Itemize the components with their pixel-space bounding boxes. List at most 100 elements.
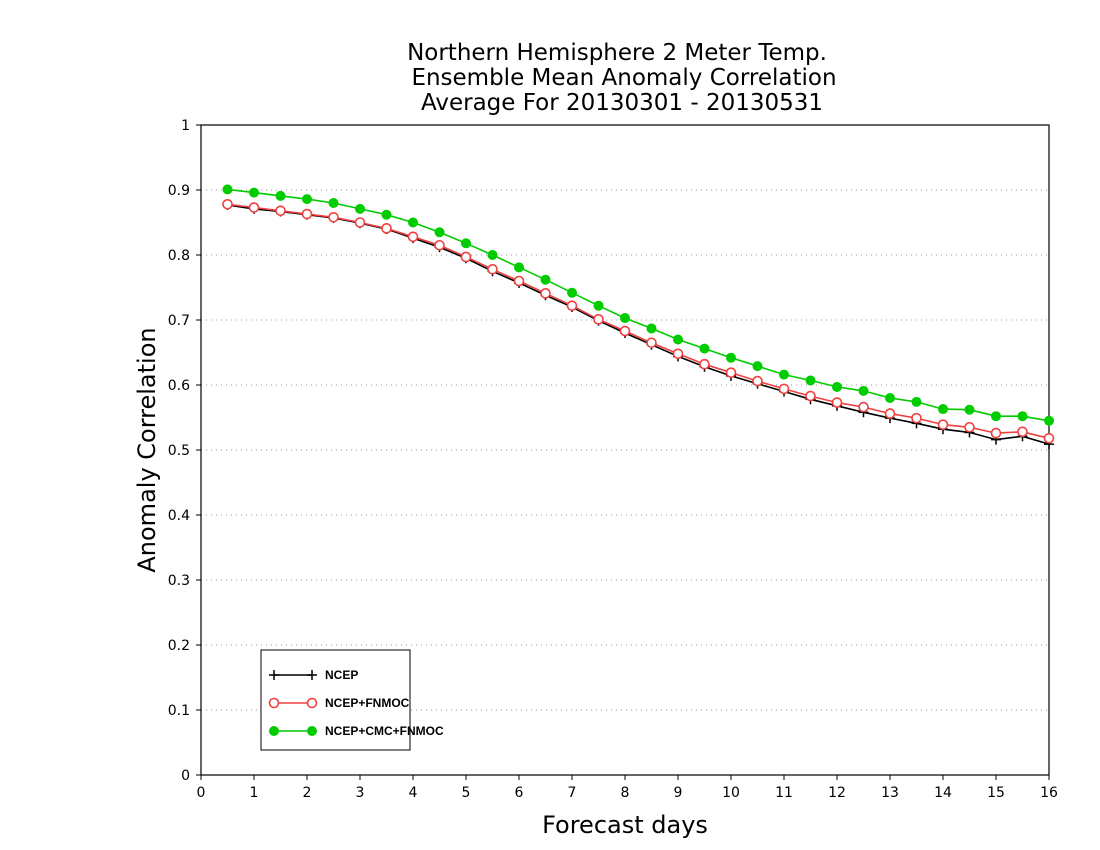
data-point-ncep-fnmoc — [354, 217, 366, 228]
y-tick-label: 0.6 — [168, 378, 190, 394]
legend-label: NCEP+FNMOC — [325, 696, 410, 710]
data-point-ncep-fnmoc — [937, 419, 949, 430]
data-point-ncep-fnmoc — [328, 212, 339, 223]
data-point-ncep-cmc-fnmoc — [832, 381, 842, 392]
data-point-ncep-cmc-fnmoc — [964, 404, 975, 415]
data-point-ncep-fnmoc — [566, 300, 578, 312]
x-tick-label: 15 — [987, 785, 1005, 801]
x-tick-label: 16 — [1040, 785, 1058, 801]
data-point-ncep-fnmoc — [619, 325, 631, 337]
data-point-ncep-fnmoc — [487, 263, 498, 275]
chart-title: Northern Hemisphere 2 Meter Temp. Ensemb… — [407, 40, 836, 116]
x-tick-label: 13 — [881, 785, 899, 801]
x-tick-label: 11 — [775, 785, 793, 801]
data-point-ncep-fnmoc — [381, 223, 392, 234]
x-axis-label: Forecast days — [542, 811, 708, 839]
data-point-ncep-cmc-fnmoc — [752, 361, 763, 372]
data-point-ncep-fnmoc — [1017, 426, 1028, 438]
data-point-ncep-cmc-fnmoc — [222, 184, 233, 195]
data-point-ncep-fnmoc — [884, 408, 896, 419]
data-point-ncep-cmc-fnmoc — [302, 194, 312, 205]
x-tick-label: 9 — [674, 785, 683, 801]
series-ncep-cmc-fnmoc — [222, 184, 1054, 426]
y-tick-label: 0.7 — [168, 313, 190, 329]
data-point-ncep-cmc-fnmoc — [911, 396, 922, 407]
y-tick-label: 1 — [181, 118, 190, 134]
data-point-ncep-fnmoc — [672, 348, 684, 360]
y-tick-label: 0.3 — [168, 573, 190, 589]
y-axis-label: Anomaly Correlation — [133, 327, 161, 572]
x-tick-label: 6 — [515, 785, 524, 801]
data-point-ncep-fnmoc — [222, 199, 233, 210]
x-tick-label: 14 — [934, 785, 952, 801]
data-point-ncep-cmc-fnmoc — [275, 190, 286, 201]
x-tick-label: 10 — [722, 785, 740, 801]
data-point-ncep-cmc-fnmoc — [885, 393, 895, 403]
data-point-ncep-fnmoc — [460, 251, 472, 263]
x-tick-label: 7 — [568, 785, 577, 801]
data-point-ncep-fnmoc — [1043, 432, 1055, 444]
series-line-ncep-cmc-fnmoc — [227, 188, 1050, 422]
x-tick-label: 12 — [828, 785, 846, 801]
x-tick-label: 4 — [409, 785, 418, 801]
data-point-ncep-cmc-fnmoc — [699, 343, 710, 354]
data-point-ncep-cmc-fnmoc — [858, 385, 869, 396]
chart-title-line-1: Northern Hemisphere 2 Meter Temp. — [407, 40, 827, 66]
y-tick-label: 0.5 — [168, 443, 190, 459]
data-point-ncep-cmc-fnmoc — [1017, 411, 1028, 422]
chart-title-line-3: Average For 20130301 - 20130531 — [421, 90, 823, 116]
legend-item-ncep: NCEP — [269, 668, 358, 682]
data-point-ncep-cmc-fnmoc — [991, 411, 1001, 422]
data-point-ncep-cmc-fnmoc — [461, 238, 471, 249]
data-point-ncep-cmc-fnmoc — [1044, 415, 1054, 426]
data-point-ncep-fnmoc — [911, 412, 922, 424]
data-point-ncep-fnmoc — [699, 358, 710, 370]
x-tick-label: 1 — [250, 785, 259, 801]
data-point-ncep-cmc-fnmoc — [487, 250, 498, 260]
data-point-ncep-cmc-fnmoc — [540, 274, 551, 285]
series-line-ncep — [227, 204, 1050, 445]
legend-item-ncep-fnmoc: NCEP+FNMOC — [268, 696, 410, 710]
data-point-ncep-fnmoc — [831, 397, 843, 408]
data-point-ncep-cmc-fnmoc — [938, 404, 948, 415]
data-point-ncep-fnmoc — [593, 314, 604, 325]
series-ncep-fnmoc — [222, 199, 1055, 444]
x-tick-label: 3 — [356, 785, 365, 801]
data-point-ncep-fnmoc — [858, 401, 869, 413]
x-tick-label: 8 — [621, 785, 630, 801]
legend-marker — [307, 670, 317, 680]
data-point-ncep-fnmoc — [434, 239, 445, 251]
data-point-ncep-fnmoc — [805, 390, 816, 402]
y-axis-ticks: 0 0.1 0.2 0.3 0.4 0.5 0.6 0.7 0.8 0.9 1 — [168, 118, 201, 784]
legend-marker — [269, 726, 279, 736]
data-point-ncep-fnmoc — [646, 337, 657, 349]
y-tick-label: 0.8 — [168, 248, 190, 264]
data-point-ncep-fnmoc — [725, 367, 737, 378]
data-point-ncep-fnmoc — [778, 383, 790, 395]
chart-title-line-2: Ensemble Mean Anomaly Correlation — [411, 65, 836, 91]
x-axis-ticks: 0 1 2 3 4 5 6 7 8 9 10 11 12 13 14 15 16 — [197, 775, 1058, 801]
legend-marker — [268, 697, 280, 709]
data-point-ncep-cmc-fnmoc — [646, 323, 657, 334]
legend: NCEP NCEP+FNMOC NCEP+CMC+FNMOC — [260, 649, 444, 751]
y-tick-label: 0.2 — [168, 638, 190, 654]
x-tick-label: 0 — [197, 785, 206, 801]
data-point-ncep-fnmoc — [301, 208, 313, 220]
y-tick-label: 0.1 — [168, 703, 190, 719]
data-point-ncep-cmc-fnmoc — [514, 262, 524, 273]
legend-label: NCEP+CMC+FNMOC — [325, 724, 444, 738]
legend-marker — [307, 726, 317, 736]
data-point-ncep-cmc-fnmoc — [328, 198, 339, 208]
data-point-ncep-fnmoc — [540, 288, 551, 299]
legend-item-ncep-cmc-fnmoc: NCEP+CMC+FNMOC — [269, 724, 444, 738]
data-point-ncep-cmc-fnmoc — [381, 209, 392, 220]
legend-marker — [306, 697, 318, 709]
data-point-ncep-fnmoc — [964, 421, 975, 433]
data-point-ncep-cmc-fnmoc — [620, 313, 630, 324]
data-point-ncep-cmc-fnmoc — [726, 352, 736, 363]
data-point-ncep-cmc-fnmoc — [805, 375, 816, 386]
plot-series — [222, 184, 1055, 450]
series-line-ncep-fnmoc — [227, 203, 1050, 440]
gridlines — [201, 189, 1049, 711]
